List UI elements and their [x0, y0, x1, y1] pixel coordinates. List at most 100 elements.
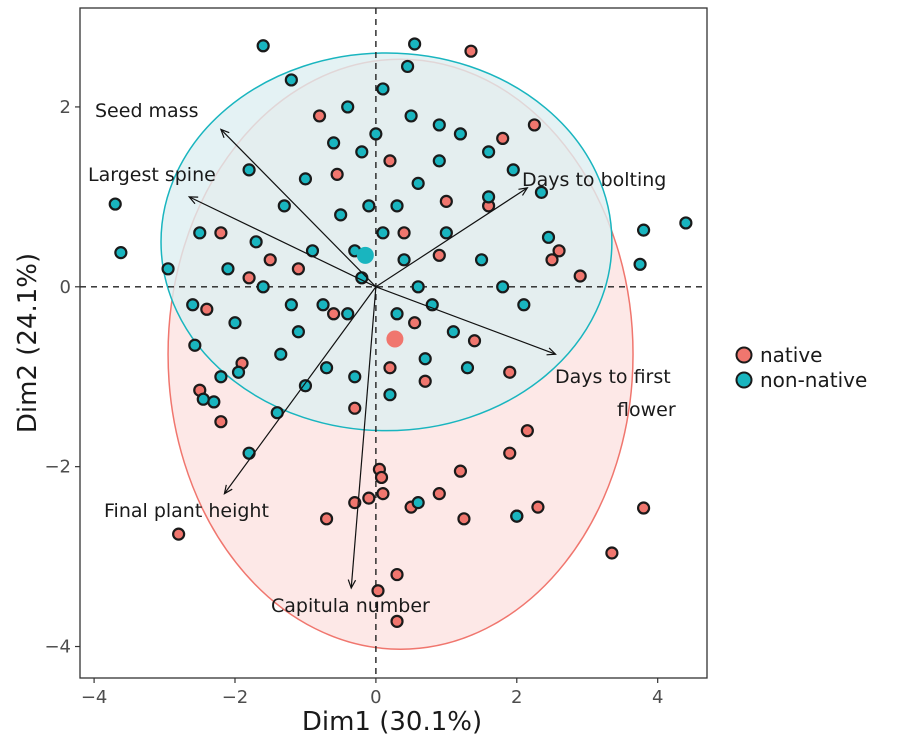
- point-non-native: [446, 325, 460, 339]
- point-non-native: [369, 127, 383, 141]
- point-native: [503, 365, 517, 379]
- point-native: [348, 401, 362, 415]
- x-tick-label: 2: [511, 687, 522, 708]
- point-native: [383, 361, 397, 375]
- point-non-native: [453, 127, 468, 141]
- point-non-native: [284, 298, 298, 312]
- point-non-native: [404, 109, 418, 123]
- point-native: [214, 415, 228, 429]
- x-tick-label: −2: [222, 687, 249, 708]
- x-tick-label: 4: [652, 687, 663, 708]
- point-native: [467, 334, 482, 348]
- point-non-native: [400, 59, 415, 74]
- loading-label: Days to first: [555, 366, 671, 388]
- point-non-native: [633, 257, 647, 271]
- point-non-native: [460, 361, 475, 375]
- loading-arrow-head: [518, 187, 529, 196]
- point-non-native: [418, 352, 432, 366]
- loading-label: Capitula number: [271, 595, 430, 617]
- point-non-native: [256, 280, 270, 294]
- y-tick-label: −4: [44, 637, 71, 658]
- y-tick-label: −2: [44, 457, 71, 478]
- legend-key-non-native: [735, 371, 753, 389]
- point-native: [242, 271, 256, 285]
- point-non-native: [517, 298, 531, 312]
- point-non-native: [425, 298, 439, 312]
- point-non-native: [256, 39, 270, 53]
- point-non-native: [214, 370, 228, 384]
- point-native: [291, 262, 305, 276]
- point-non-native: [510, 509, 524, 523]
- loading-arrow: [350, 286, 377, 589]
- point-non-native: [408, 37, 422, 51]
- loading-arrow: [375, 286, 556, 355]
- loading-arrow: [188, 196, 377, 288]
- point-non-native: [284, 73, 298, 87]
- point-native: [330, 167, 344, 181]
- loading-label: Seed mass: [95, 100, 199, 122]
- point-non-native: [411, 496, 425, 510]
- point-non-native: [411, 176, 425, 190]
- point-non-native: [482, 190, 496, 204]
- loading-label: Final plant height: [104, 500, 269, 522]
- point-native: [327, 307, 341, 321]
- point-non-native: [506, 163, 520, 177]
- point-non-native: [390, 199, 404, 213]
- legend-label-native: native: [760, 343, 822, 367]
- point-native: [214, 226, 228, 240]
- point-native: [376, 487, 390, 501]
- point-non-native: [390, 307, 404, 321]
- loading-arrow: [220, 128, 377, 288]
- point-native: [312, 109, 327, 123]
- y-tick-label: 2: [60, 97, 71, 118]
- point-native: [464, 44, 478, 58]
- point-native: [496, 131, 510, 146]
- loading-label-line2: flower: [617, 399, 676, 421]
- point-native: [374, 470, 389, 485]
- point-non-native: [474, 253, 489, 267]
- point-native: [503, 446, 517, 460]
- point-non-native: [319, 361, 334, 375]
- point-non-native: [298, 172, 313, 186]
- point-non-native: [249, 235, 263, 249]
- point-non-native: [270, 406, 284, 420]
- point-non-native: [221, 262, 235, 276]
- point-non-native: [397, 253, 411, 267]
- point-non-native: [541, 230, 556, 244]
- point-native: [383, 154, 397, 168]
- loading-arrow: [375, 187, 528, 288]
- point-native: [605, 546, 619, 560]
- point-non-native: [186, 298, 200, 312]
- point-non-native: [274, 347, 288, 361]
- centroid-non-native: [356, 246, 374, 264]
- point-non-native: [298, 379, 313, 393]
- point-native: [573, 269, 587, 283]
- point-non-native: [108, 197, 122, 211]
- point-non-native: [277, 199, 291, 213]
- loading-labels: Seed mass Largest spine Days to bolting Day…: [88, 100, 676, 617]
- point-non-native: [231, 365, 246, 379]
- point-non-native: [341, 100, 355, 114]
- point-layer: [108, 37, 693, 628]
- point-non-native: [439, 226, 453, 240]
- point-non-native: [341, 307, 355, 321]
- y-axis-title: Dim2 (24.1%): [13, 253, 43, 433]
- point-non-native: [207, 395, 221, 409]
- centroid-native: [386, 330, 404, 348]
- point-native: [263, 253, 277, 267]
- point-non-native: [161, 262, 175, 276]
- loading-arrow-head: [223, 484, 233, 495]
- point-native: [552, 244, 566, 258]
- point-native: [636, 501, 651, 515]
- legend-key-native: [735, 346, 753, 364]
- point-native: [319, 512, 334, 526]
- point-native: [439, 194, 453, 208]
- point-non-native: [334, 208, 348, 222]
- point-native: [200, 302, 214, 316]
- point-non-native: [432, 154, 446, 168]
- plot-panel-border: [79, 7, 708, 679]
- point-native: [362, 491, 376, 505]
- point-native: [371, 584, 385, 598]
